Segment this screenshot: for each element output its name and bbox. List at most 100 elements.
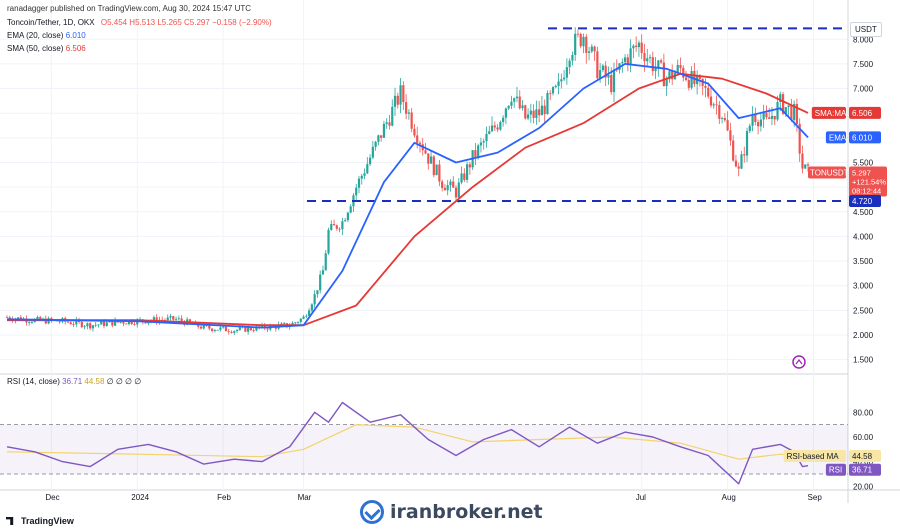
candle-body [479,142,483,146]
candle-body [538,109,541,116]
currency-button[interactable]: USDT [850,22,882,37]
candle-body [579,34,582,47]
price-tick-label: 7.000 [853,85,874,94]
candle-body [294,322,297,324]
candle-body [543,105,546,115]
rsi-tag-value-box [849,463,881,476]
time-tick-label: Feb [217,493,231,502]
rsi-legend[interactable]: RSI (14, close) 36.71 44.58 ∅ ∅ ∅ ∅ [7,377,141,387]
time-tick-label: 2024 [131,493,149,502]
candle-body [493,125,496,128]
candle-body [482,141,485,143]
candle-body [676,64,679,74]
candle-body [355,187,358,196]
price-tick-label: 3.000 [853,282,874,291]
price-tick-label: 4.000 [853,232,874,241]
price-tick-label: 8.000 [853,35,874,44]
candle-body [565,67,568,78]
candle-body [729,130,732,141]
tradingview-brand[interactable]: TradingView [6,516,74,526]
candle-body [460,173,463,183]
candle-body [632,45,635,49]
candle-body [244,326,247,332]
candle-body [793,103,796,120]
candle-body [759,119,762,127]
indicator-lines [6,63,809,485]
candle-body [180,318,183,322]
rsi-tag-value: 44.58 [852,452,873,461]
rsi-overbought-oversold-band [0,424,848,474]
candle-body [540,105,544,116]
candle-body [177,318,180,320]
candle-body [296,322,300,323]
candle-body [776,101,779,120]
candle-body [211,328,214,331]
sma-legend-label: SMA (50, close) [7,44,64,53]
candle-body [468,164,471,168]
rsi-tick-label: 40.00 [853,458,874,467]
ema-legend[interactable]: EMA (20, close) 6.010 [7,31,86,41]
candle-body [449,181,452,186]
time-axis[interactable]: Dec 2024 Feb Mar Jul Aug Sep [45,493,822,502]
candle-body [208,325,211,329]
candle-body [740,154,743,169]
time-tick-label: Dec [45,493,59,502]
price-tick-label: 3.500 [853,257,874,266]
level-tag-box [849,194,881,207]
candle-body [371,146,374,158]
symbol-title: Toncoin/Tether, 1D, OKX [7,18,95,27]
candle-body [526,114,530,119]
candle-body [332,224,336,226]
candle-body [133,323,136,325]
candle-body [665,79,668,87]
candle-body [726,120,729,131]
candle-body [346,212,350,221]
candle-body [720,118,724,119]
candle-body [418,142,422,145]
alert-icon[interactable] [792,355,806,369]
rsi-legend-label: RSI (14, close) [7,377,60,386]
candle-body [599,70,602,79]
candle-body [119,322,122,323]
rsi-tag-name-box [783,449,846,462]
candle-body [629,48,632,65]
price-axis[interactable]: 1.5002.0002.5003.0003.5004.0004.5005.000… [853,35,874,491]
sma-legend[interactable]: SMA (50, close) 6.506 [7,44,86,54]
candle-body [36,317,39,320]
price-tag-value: 6.506 [852,109,873,118]
candle-body [399,85,402,105]
candle-body [416,135,419,143]
rsi-tick-label: 80.00 [853,408,874,417]
candle-body [219,327,222,330]
candle-body [72,324,75,325]
candle-body [745,131,749,156]
candle-body [574,33,577,55]
candle-body [405,102,408,114]
price-tag-name-box [808,166,846,179]
candle-body [757,122,760,127]
candle-body [709,96,713,106]
price-tick-label: 5.500 [853,158,874,167]
candle-body [377,135,380,142]
candle-body [554,85,557,88]
tradingview-logo-icon [6,517,14,525]
ohlc-values: O5.454 H5.513 L5.265 C5.297 −0.158 (−2.9… [100,18,272,27]
candle-body [626,57,629,65]
candle-body [690,70,693,88]
candle-body [222,326,225,328]
tradingview-brand-label: TradingView [21,516,74,526]
candle-body [507,105,510,109]
candle-body [308,310,311,316]
candle-body [784,107,787,114]
candle-body [130,320,133,324]
candle-body [313,294,316,305]
candle-body [648,57,652,59]
candle-body [166,317,169,321]
candle-body [549,93,552,94]
rsi-extra-values: ∅ ∅ ∅ ∅ [106,377,142,386]
candle-body [102,321,106,326]
candle-body [590,46,593,52]
publisher-line: ranadagger published on TradingView.com,… [7,4,252,13]
candle-body [324,253,327,271]
